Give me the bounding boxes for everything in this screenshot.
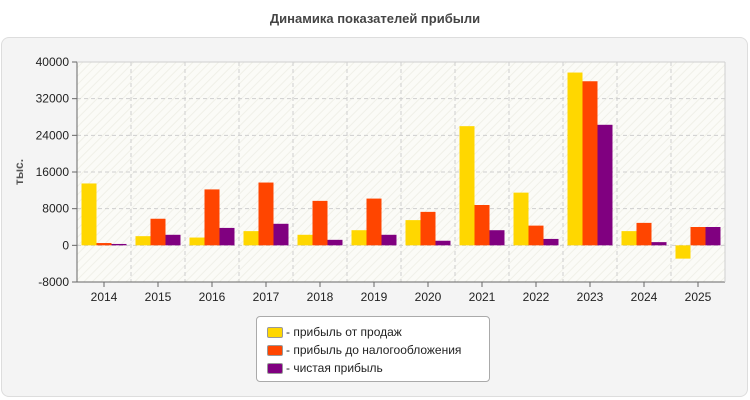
- y-axis-label: тыс.: [12, 159, 26, 185]
- bar: [705, 227, 721, 246]
- bar: [582, 81, 598, 246]
- bar: [204, 189, 220, 246]
- bar: [690, 227, 706, 246]
- legend-item: - чистая прибыль: [267, 359, 489, 377]
- bar: [459, 126, 475, 246]
- legend-label: - прибыль до налогообложения: [286, 343, 462, 357]
- legend-item: - прибыль от продаж: [267, 323, 489, 341]
- legend-label: - чистая прибыль: [286, 361, 383, 375]
- legend-label: - прибыль от продаж: [286, 325, 402, 339]
- y-tick-label: -8000: [38, 275, 69, 289]
- y-tick-label: 16000: [36, 165, 70, 179]
- y-tick-label: 0: [62, 238, 69, 252]
- bar: [165, 234, 181, 246]
- x-tick-label: 2024: [631, 290, 658, 304]
- bar: [96, 243, 112, 246]
- x-tick-label: 2014: [91, 290, 118, 304]
- bar: [543, 238, 559, 246]
- grid-lines: [77, 61, 725, 282]
- bar: [675, 245, 691, 259]
- chart-title: Динамика показателей прибыли: [269, 11, 481, 26]
- bar: [273, 223, 289, 246]
- bar: [351, 230, 367, 246]
- bar: [219, 227, 235, 246]
- bar: [435, 240, 451, 246]
- bar: [243, 231, 259, 246]
- bar: [636, 222, 652, 246]
- bar: [297, 234, 313, 246]
- bar: [405, 220, 421, 246]
- bar: [327, 239, 343, 246]
- tick-labels: 40000 32000 24000 16000 8000 0 -8000 2014 2015 20…: [36, 55, 712, 304]
- x-tick-label: 2021: [469, 290, 496, 304]
- bar: [366, 198, 382, 246]
- y-tick-label: 40000: [36, 55, 70, 69]
- legend: - прибыль от продаж - прибыль до налогоо…: [256, 316, 490, 382]
- y-tick-label: 32000: [36, 92, 70, 106]
- bar: [312, 200, 328, 246]
- x-tick-label: 2022: [523, 290, 550, 304]
- bar: [111, 243, 127, 246]
- legend-swatch: [267, 344, 283, 356]
- bar: [258, 182, 274, 246]
- bar: [381, 234, 397, 246]
- y-tick-label: 8000: [42, 202, 69, 216]
- legend-item: - прибыль до налогообложения: [267, 341, 489, 359]
- x-tick-label: 2017: [253, 290, 280, 304]
- bar: [489, 230, 505, 246]
- bar: [474, 205, 490, 246]
- bars: [81, 72, 721, 259]
- bar: [420, 211, 436, 246]
- x-tick-label: 2020: [415, 290, 442, 304]
- bar: [135, 236, 151, 246]
- legend-swatch: [267, 362, 283, 374]
- bar: [651, 242, 667, 246]
- bar: [567, 72, 583, 246]
- axes: [72, 61, 726, 287]
- bar: [621, 231, 637, 246]
- x-tick-label: 2023: [577, 290, 604, 304]
- bar: [81, 183, 97, 246]
- x-tick-label: 2016: [199, 290, 226, 304]
- bar: [528, 225, 544, 246]
- legend-swatch: [267, 326, 283, 338]
- y-tick-label: 24000: [36, 128, 70, 142]
- x-tick-label: 2025: [685, 290, 712, 304]
- bar: [597, 124, 613, 246]
- bar: [513, 192, 529, 246]
- x-tick-label: 2019: [361, 290, 388, 304]
- x-tick-label: 2018: [307, 290, 334, 304]
- bar: [150, 218, 166, 246]
- bar: [189, 237, 205, 246]
- x-tick-label: 2015: [145, 290, 172, 304]
